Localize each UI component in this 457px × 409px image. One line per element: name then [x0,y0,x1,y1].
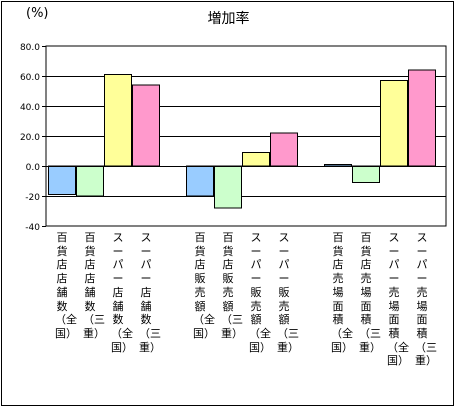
y-tick-label: 80.0 [20,43,40,53]
category-label: スーパー販売額（全国） [249,231,271,354]
category-label: 百貨店店舗数（全国） [55,231,77,340]
bar [76,165,104,197]
bar [214,165,242,209]
y-tick-label: 0.0 [26,163,41,173]
y-tick-label: 60.0 [20,73,40,83]
category-label: スーパー店舗数（三重） [139,231,161,354]
y-tick-label: 20.0 [20,133,40,143]
category-label: スーパー販売額（三重） [277,231,299,354]
category-label: 百貨店店舗数（三重） [83,231,105,340]
bar [104,74,132,167]
category-label: 百貨店売場面積（三重） [359,231,381,354]
bar [242,152,270,167]
bar [48,165,76,195]
bar [132,84,160,167]
category-label: スーパー店舗数（全国） [111,231,133,354]
bar [352,165,380,183]
category-label: 百貨店販売額（三重） [221,231,243,340]
bar [270,132,298,167]
bar [380,80,408,167]
y-tick-label: -20 [25,193,40,203]
category-label: 百貨店販売額（全国） [193,231,215,340]
category-label: スーパー売場面積（三重） [415,231,437,368]
category-label: 百貨店売場面積（全国） [331,231,353,354]
y-tick-label: -40 [25,223,40,233]
chart-title: 増加率 [207,11,250,27]
y-tick-label: 40.0 [20,103,40,113]
bar [408,69,436,167]
bar [324,164,352,167]
category-label: スーパー売場面積（全国） [387,231,409,368]
bar [186,165,214,197]
y-axis-unit: (%) [26,6,49,21]
